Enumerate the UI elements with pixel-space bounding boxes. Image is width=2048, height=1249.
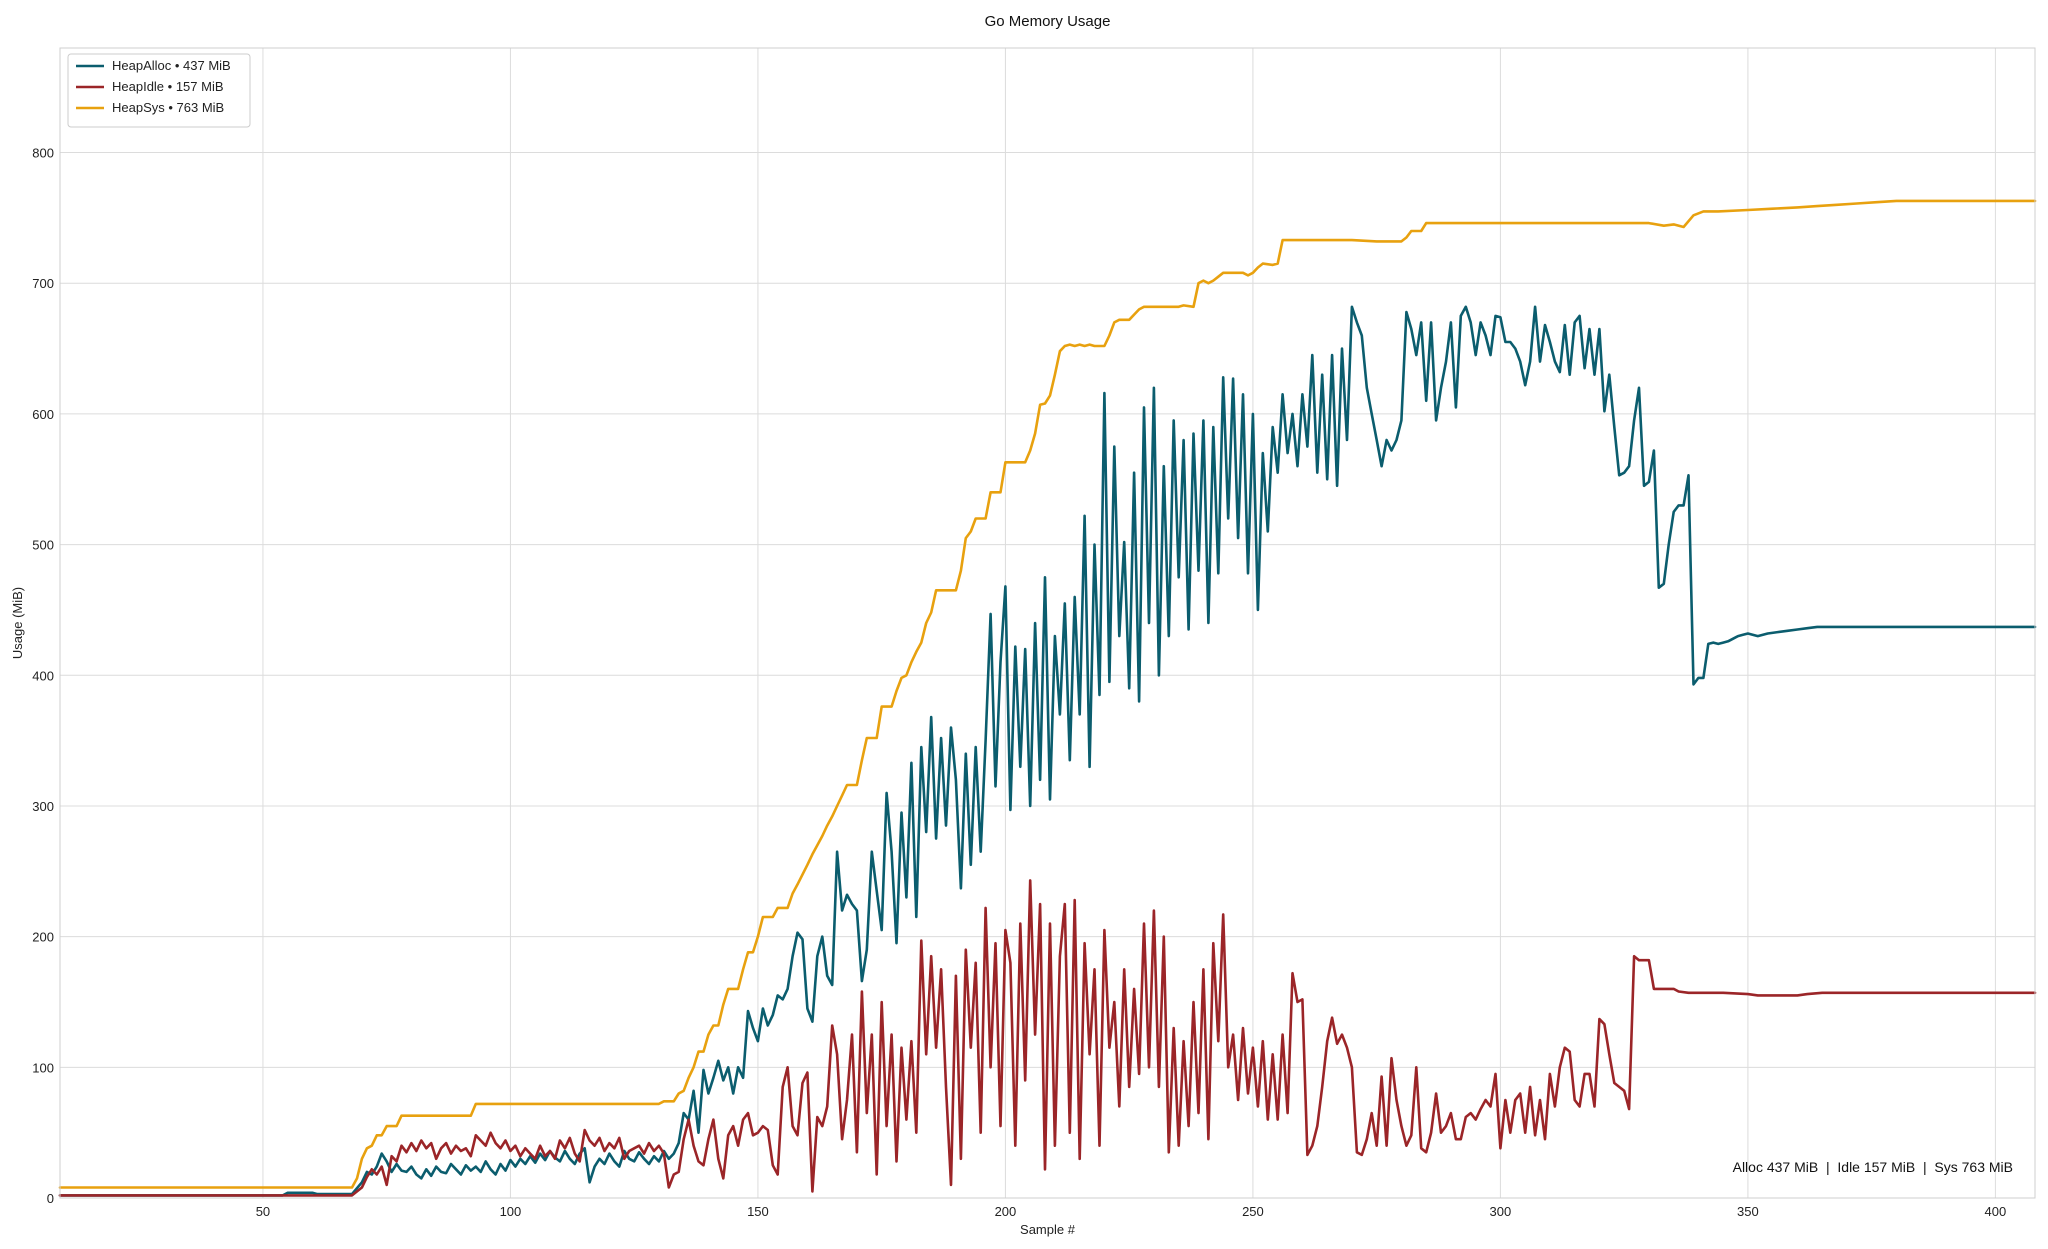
- y-tick-label: 500: [32, 538, 54, 553]
- grid: [60, 48, 2035, 1199]
- chart-title: Go Memory Usage: [985, 13, 1111, 30]
- x-tick-label: 200: [995, 1204, 1017, 1219]
- legend-entry-heapidle: HeapIdle • 157 MiB: [112, 79, 224, 94]
- x-tick-label: 300: [1490, 1204, 1512, 1219]
- legend-entry-heapalloc: HeapAlloc • 437 MiB: [112, 58, 231, 73]
- y-tick-label: 400: [32, 668, 54, 683]
- x-tick-label: 50: [256, 1204, 270, 1219]
- y-tick-label: 0: [47, 1191, 54, 1206]
- legend-entry-heapsys: HeapSys • 763 MiB: [112, 100, 224, 115]
- y-tick-label: 100: [32, 1060, 54, 1075]
- stats-annotation: Alloc 437 MiB | Idle 157 MiB | Sys 763 M…: [1733, 1159, 2013, 1175]
- y-tick-label: 300: [32, 799, 54, 814]
- series-line-heapidle: [58, 879, 2037, 1197]
- series-layer: [58, 199, 2037, 1197]
- legend-box: [67, 53, 251, 128]
- x-tick-label: 400: [1985, 1204, 2007, 1219]
- series-line-heapsys: [58, 199, 2037, 1189]
- y-tick-label: 200: [32, 930, 54, 945]
- x-tick-label: 100: [500, 1204, 522, 1219]
- y-tick-labels: 0 100 200 300 400 500 600 700 800: [32, 146, 54, 1206]
- x-tick-label: 350: [1737, 1204, 1759, 1219]
- series-line-heapalloc: [58, 305, 2037, 1197]
- y-tick-label: 700: [32, 276, 54, 291]
- x-axis-label: Sample #: [1020, 1222, 1076, 1237]
- y-tick-label: 600: [32, 407, 54, 422]
- x-tick-label: 250: [1242, 1204, 1264, 1219]
- plot-frame: [59, 47, 2036, 1199]
- legend: HeapAlloc • 437 MiB HeapIdle • 157 MiB Hea…: [67, 53, 251, 128]
- x-tick-label: 150: [747, 1204, 769, 1219]
- y-tick-label: 800: [32, 146, 54, 161]
- x-tick-labels: 50 100 150 200 250 300 350 400: [256, 1204, 2007, 1219]
- y-axis-label: Usage (MiB): [10, 587, 25, 659]
